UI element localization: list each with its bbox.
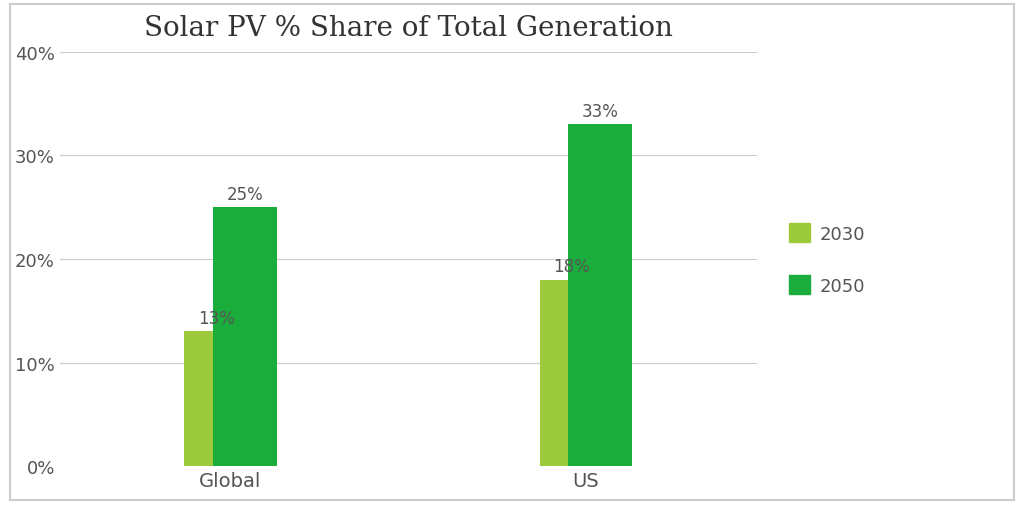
Text: 25%: 25% [226,185,263,204]
Title: Solar PV % Share of Total Generation: Solar PV % Share of Total Generation [143,15,673,42]
Bar [184,332,248,466]
Bar [568,125,632,466]
Text: 13%: 13% [198,310,234,328]
Text: 33%: 33% [582,103,618,121]
Text: 18%: 18% [553,258,590,276]
Bar [213,208,276,466]
Bar [540,280,604,466]
Legend: 2030, 2050: 2030, 2050 [779,215,873,304]
